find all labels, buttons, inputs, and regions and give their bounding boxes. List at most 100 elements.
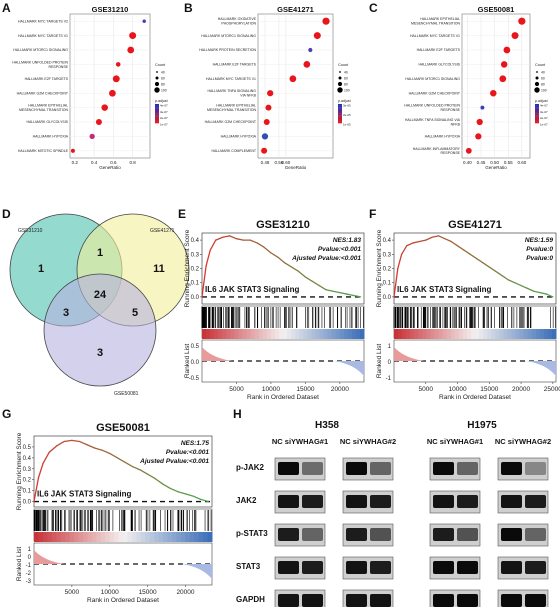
gsea-x-tick-label: 5000 xyxy=(419,386,434,393)
gsea-es-curve-segment xyxy=(184,493,194,497)
color-legend-label: 1e-07 xyxy=(160,123,168,127)
gsea-es-curve-segment xyxy=(48,445,58,454)
gsea-rank-heat-cell xyxy=(523,329,529,339)
dotplot-gse31210: GSE31210 0.2 0.4 0.6 0.8 GeneRatio HALLMARK MY… xyxy=(12,5,168,170)
color-legend-swatch xyxy=(155,108,159,111)
gsea-rank-heat-cell xyxy=(171,532,177,542)
blot-band xyxy=(346,495,367,508)
gsea-rank-heat-cell xyxy=(131,532,137,542)
blot-band xyxy=(433,462,454,475)
dotplot-point xyxy=(265,104,272,111)
dotplot-x-tick-label: 0.60 xyxy=(282,160,291,165)
gsea-es-curve-segment xyxy=(201,265,207,298)
dotplot-point xyxy=(476,118,483,126)
gsea-es-curve-segment xyxy=(488,266,497,272)
color-legend-swatch xyxy=(535,108,539,111)
gsea-rank-heat-cell xyxy=(207,532,213,542)
dotplot-category-line: HALLMARK E2F TARGETS xyxy=(25,77,69,81)
venn-region-abc: 24 xyxy=(94,289,107,301)
gsea-rank-heat-cell xyxy=(414,329,419,339)
color-legend-swatch xyxy=(535,121,539,124)
dotplot-point xyxy=(267,90,274,97)
gsea-es-curve-segment xyxy=(450,240,459,247)
gsea-rank-heat-cell xyxy=(450,329,456,339)
gsea-y-tick-label: 0.0 xyxy=(383,295,392,301)
dotplot-point xyxy=(289,75,297,83)
dotplot-category-line: HALLMARK UNFOLDED PROTEIN xyxy=(404,104,460,108)
dotplot-point xyxy=(475,133,482,140)
gsea-rank-heat-cell xyxy=(202,329,207,339)
gsea-rank-heat-cell xyxy=(458,329,464,339)
venn-circle-gse50081 xyxy=(43,273,157,387)
dotplot-category-label: HALLMARK MITOTIC SPINDLE xyxy=(18,149,69,153)
panel-label-e: E xyxy=(178,207,186,221)
venn-set-label-a: GSE31210 xyxy=(18,228,43,234)
gsea-rank-heat-cell xyxy=(430,329,435,339)
gsea-es-curve-segment xyxy=(162,483,171,490)
gsea-rank-heat-cell xyxy=(351,329,357,339)
gsea-es-curve-segment xyxy=(469,253,478,260)
gsea-rank-heat-cell xyxy=(42,532,48,542)
color-legend-swatch xyxy=(155,118,159,121)
gsea-rank-heat-cell xyxy=(398,329,403,339)
dotplot-category-line: PHOSPHORYLATION xyxy=(221,22,256,26)
venn-set-label-c: GSE50081 xyxy=(114,391,139,397)
gsea-rank-heat-cell xyxy=(214,329,219,339)
blot-band xyxy=(501,561,522,574)
gsea-stat-nes: NES:1.75 xyxy=(181,440,210,447)
color-legend-swatch xyxy=(155,113,159,116)
gsea-stat-adj-pvalue: Ajusted Pvalue:<0.001 xyxy=(291,255,361,262)
blot-band xyxy=(457,528,478,541)
gsea-rank-heat-cell xyxy=(123,532,128,542)
gsea-rank-heat-cell xyxy=(311,329,316,339)
color-legend-label: 3e-05 xyxy=(343,104,351,108)
gsea-rank-heat-cell xyxy=(278,329,284,339)
gsea-es-curve-segment xyxy=(192,495,202,501)
gsea-rank-heat-cell xyxy=(327,329,333,339)
gsea-es-curve-segment xyxy=(482,262,490,268)
size-legend-dot xyxy=(337,81,343,87)
gsea-rank-heat-cell xyxy=(323,329,329,339)
gsea-rank-heat-cell xyxy=(495,329,500,339)
gsea-rank-heat-cell xyxy=(359,329,365,339)
color-legend-swatch xyxy=(535,105,539,108)
blot-band xyxy=(278,561,299,574)
dotplot-point xyxy=(101,104,108,111)
gsea-rank-heat-cell xyxy=(426,329,431,339)
gsea-rank-heat-cell xyxy=(487,329,492,339)
gsea-rank-heat-cell xyxy=(266,329,272,339)
blot-lane-label: NC siYWHAG#1 xyxy=(427,437,483,446)
size-legend-label: 60 xyxy=(541,76,545,80)
dotplot-category-label: HALLMARK HYPOXIA xyxy=(221,135,257,139)
dotplot-title: GSE41271 xyxy=(277,5,314,14)
dotplot-point xyxy=(465,147,472,154)
color-legend-swatch xyxy=(338,121,342,124)
dotplot-category-line: HALLMARK TNFA SIGNALING VIA xyxy=(405,118,461,122)
dotplot-point xyxy=(322,17,330,25)
size-legend-title: Count xyxy=(338,63,349,67)
gsea-es-curve-segment xyxy=(507,279,516,284)
color-legend-label: 4e-07 xyxy=(160,104,168,108)
gsea-ranked-axis-label: Ranked List xyxy=(16,547,23,582)
gsea-rank-heat-cell xyxy=(299,329,304,339)
dotplot-point xyxy=(70,148,75,153)
gsea-es-curve-segment xyxy=(71,439,81,443)
blot-band xyxy=(525,528,546,541)
blot-band xyxy=(346,561,367,574)
dotplot-category-line: MESENCHYMAL TRANSITION xyxy=(19,108,68,112)
color-legend-swatch xyxy=(338,112,342,114)
gsea-y-tick-label: 0.3 xyxy=(191,252,200,258)
dotplot-category-line: HALLMARK GLYCOLYSIS xyxy=(27,120,69,124)
gsea-es-curve-segment xyxy=(297,270,307,278)
gsea-es-curve-segment xyxy=(304,276,313,282)
dotplot-x-tick-label: 0.6 xyxy=(110,160,117,165)
gsea-rank-heat-cell xyxy=(127,532,133,542)
gsea-ranked-axis-label: Ranked List xyxy=(184,344,191,379)
gsea-rank-heat-cell xyxy=(100,532,106,542)
gsea-rank-heat-cell xyxy=(531,329,537,339)
gsea-ranked-positive-area xyxy=(394,347,424,361)
gsea-rank-heat-cell xyxy=(185,532,191,542)
color-legend-swatch xyxy=(155,105,159,108)
gsea-rank-heat-cell xyxy=(254,329,260,339)
